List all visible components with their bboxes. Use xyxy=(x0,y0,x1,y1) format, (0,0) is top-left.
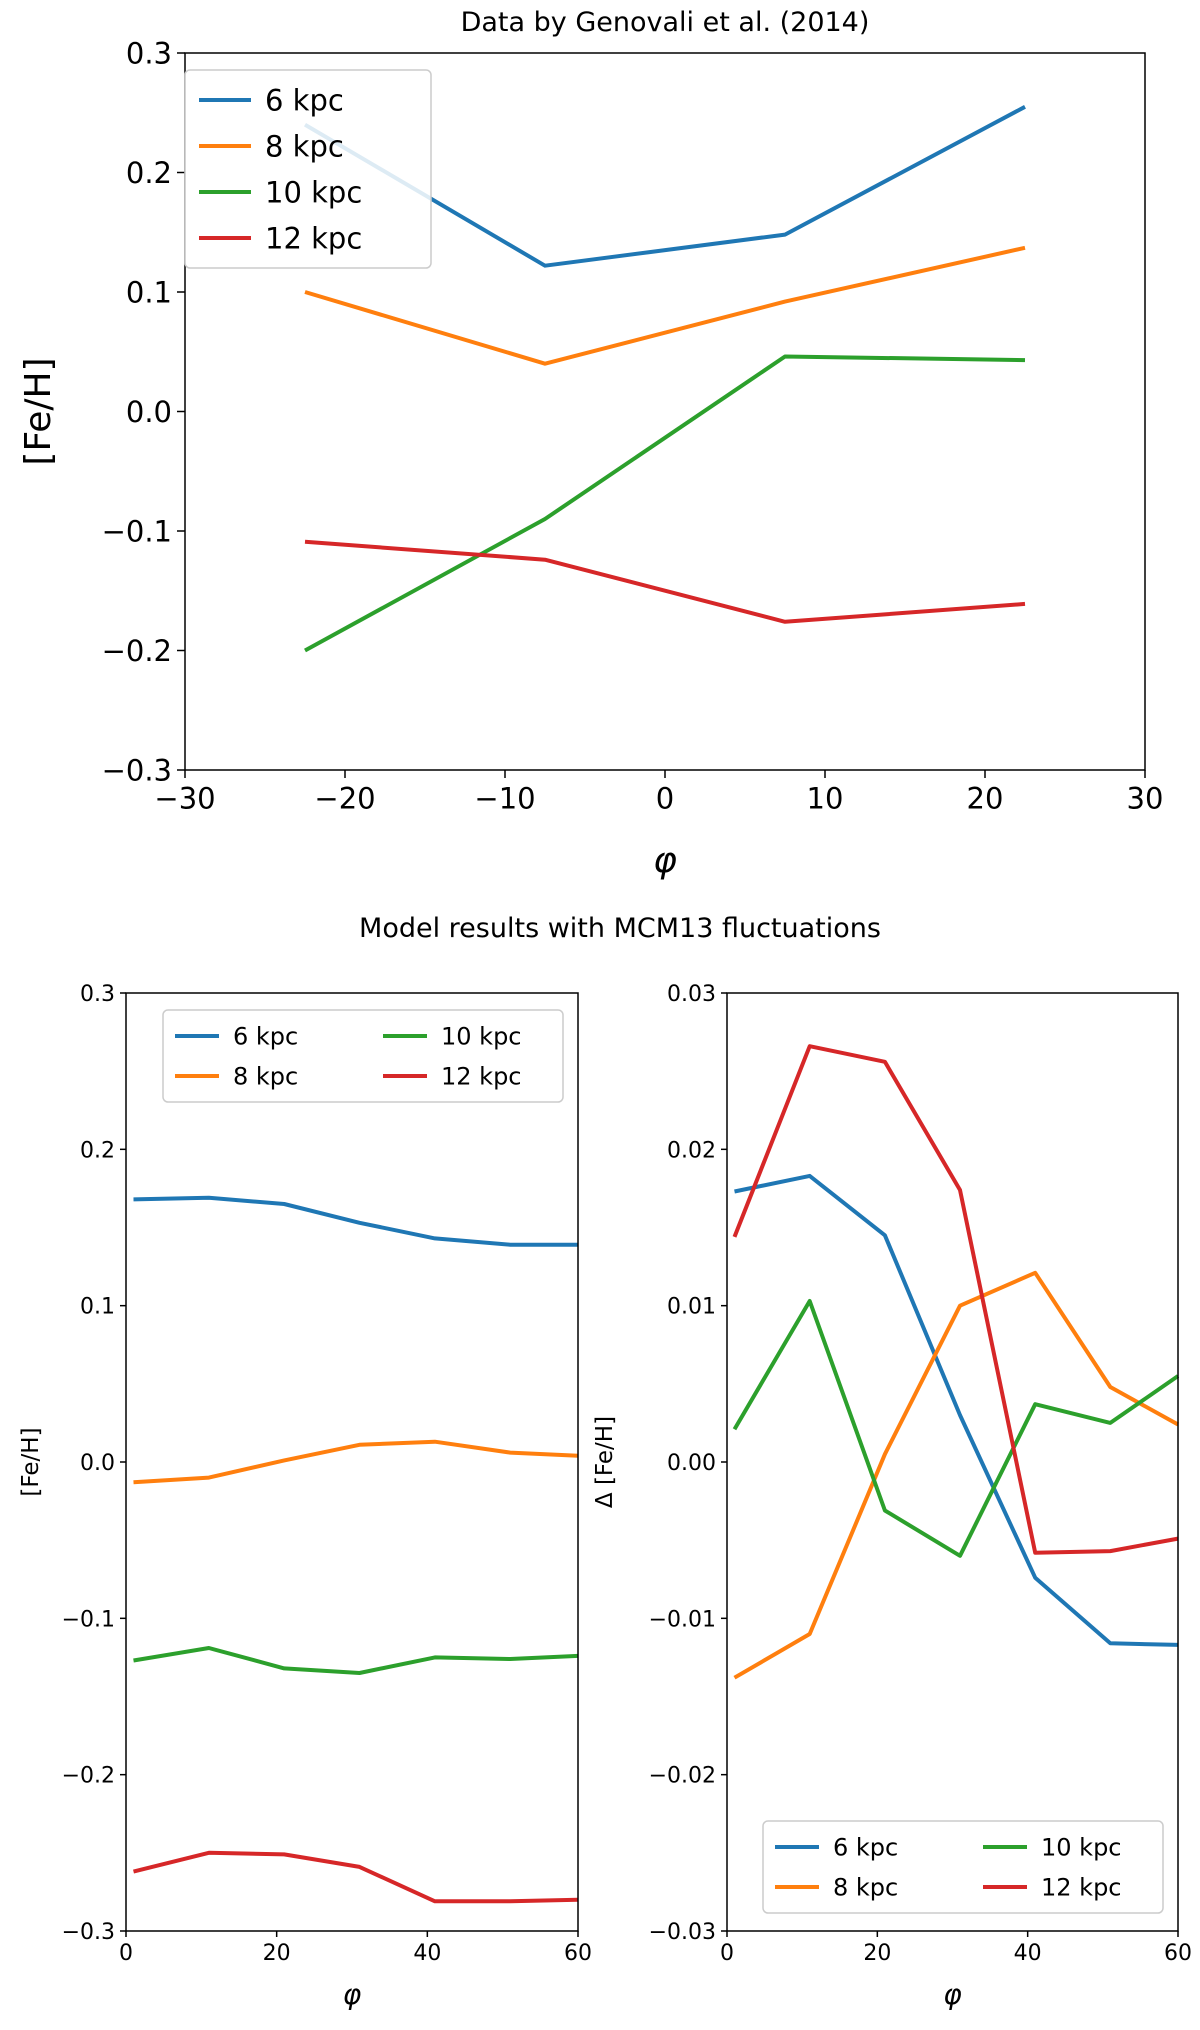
legend-label: 6 kpc xyxy=(233,1023,298,1051)
y-tick-label: 0.1 xyxy=(126,275,172,309)
y-tick-label: 0.02 xyxy=(667,1138,716,1163)
legend-item-6-kpc: 6 kpc xyxy=(199,83,344,117)
legend-item-8-kpc: 8 kpc xyxy=(775,1874,898,1902)
x-tick-label: 0 xyxy=(119,1941,133,1966)
x-axis-label: φ xyxy=(343,1978,362,2011)
legend-item-10-kpc: 10 kpc xyxy=(383,1023,522,1051)
chart-model-feh: 0 20 40 60 −0.3 −0.2 −0.1 0.0 0.1 0.2 0.3 φ [Fe/H] 6 … xyxy=(18,982,592,2011)
legend-item-8-kpc: 8 kpc xyxy=(175,1063,298,1091)
series-line-10-kpc xyxy=(133,1646,579,1675)
legend-label: 10 kpc xyxy=(1041,1834,1122,1862)
y-axis-label: Δ [Fe/H] xyxy=(592,1416,618,1508)
x-tick-label: −30 xyxy=(154,781,215,815)
legend-label: 6 kpc xyxy=(265,83,344,117)
x-axis-label: φ xyxy=(943,1978,962,2011)
figure-title: Model results with MCM13 fluctuations xyxy=(359,913,881,944)
x-axis-label: φ xyxy=(653,840,677,881)
series-line-12-kpc xyxy=(732,1044,1179,1555)
y-tick-label: −0.1 xyxy=(62,1607,115,1632)
x-tick-label: 60 xyxy=(1164,1941,1192,1966)
legend-label: 8 kpc xyxy=(833,1874,898,1902)
y-tick-label: 0.2 xyxy=(80,1138,115,1163)
legend-box xyxy=(162,1009,564,1103)
y-tick-label: 0.2 xyxy=(126,156,172,190)
x-tick-label: 10 xyxy=(807,781,844,815)
y-tick-label: 0.00 xyxy=(667,1451,716,1476)
x-tick-label: 20 xyxy=(263,1941,291,1966)
legend: 6 kpc 8 kpc 10 kpc 12 kpc xyxy=(184,69,432,269)
y-tick-label: 0.0 xyxy=(80,1451,115,1476)
series-line-6-kpc xyxy=(133,1195,578,1247)
legend-item-12-kpc: 12 kpc xyxy=(199,221,362,255)
y-axis-label: [Fe/H] xyxy=(18,1427,44,1496)
series-line-8-kpc xyxy=(304,245,1026,366)
y-tick-label: 0.1 xyxy=(80,1295,115,1320)
y-tick-label: −0.2 xyxy=(62,1764,115,1789)
chart-model-delta: 0 20 40 60 −0.03 −0.02 −0.01 0.00 0.01 0.02 0.03 φ Δ… xyxy=(592,982,1192,2011)
legend-label: 12 kpc xyxy=(441,1063,522,1091)
x-tick-label: 40 xyxy=(1014,1941,1042,1966)
legend-item-12-kpc: 12 kpc xyxy=(383,1063,522,1091)
x-tick-label: 0 xyxy=(656,781,674,815)
plot-frame xyxy=(125,992,579,1932)
series-line-12-kpc xyxy=(304,539,1026,624)
plot-frame xyxy=(726,992,1179,1932)
y-tick-label: −0.03 xyxy=(649,1920,716,1945)
series-line-10-kpc xyxy=(304,354,1026,653)
y-tick-label: −0.01 xyxy=(649,1607,716,1632)
legend-item-6-kpc: 6 kpc xyxy=(175,1023,298,1051)
legend-label: 8 kpc xyxy=(233,1063,298,1091)
legend-label: 10 kpc xyxy=(441,1023,522,1051)
y-tick-label: −0.1 xyxy=(102,514,172,548)
x-tick-label: 40 xyxy=(413,1941,441,1966)
legend-item-10-kpc: 10 kpc xyxy=(199,175,362,209)
legend-box xyxy=(184,69,432,269)
y-tick-label: 0.3 xyxy=(126,36,172,70)
legend-item-10-kpc: 10 kpc xyxy=(983,1834,1122,1862)
x-tick-label: 30 xyxy=(1127,781,1164,815)
legend-label: 8 kpc xyxy=(265,129,344,163)
legend-item-12-kpc: 12 kpc xyxy=(983,1874,1122,1902)
legend-label: 6 kpc xyxy=(833,1834,898,1862)
y-tick-label: −0.2 xyxy=(102,634,172,668)
chart-title: Data by Genovali et al. (2014) xyxy=(461,7,870,38)
y-tick-label: 0.0 xyxy=(126,395,172,429)
y-tick-label: −0.3 xyxy=(62,1920,115,1945)
y-tick-label: −0.02 xyxy=(649,1764,716,1789)
legend-box xyxy=(762,1820,1164,1914)
y-tick-label: 0.3 xyxy=(80,982,115,1007)
legend-item-6-kpc: 6 kpc xyxy=(775,1834,898,1862)
legend: 6 kpc 8 kpc 10 kpc 12 kpc xyxy=(162,1009,564,1103)
series-line-8-kpc xyxy=(133,1439,579,1485)
series-line-6-kpc xyxy=(734,1173,1179,1647)
legend-label: 12 kpc xyxy=(265,221,362,255)
x-tick-label: −20 xyxy=(314,781,375,815)
series-line-8-kpc xyxy=(733,1270,1179,1680)
legend-label: 12 kpc xyxy=(1041,1874,1122,1902)
y-tick-label: 0.03 xyxy=(667,982,716,1007)
chart-genovali: Data by Genovali et al. (2014) −30 −20 −10 0… xyxy=(18,7,1163,881)
series-line-10-kpc xyxy=(732,1299,1180,1558)
y-tick-label: −0.3 xyxy=(102,753,172,787)
series-line-12-kpc xyxy=(133,1850,579,1904)
x-tick-label: −10 xyxy=(474,781,535,815)
x-tick-label: 20 xyxy=(863,1941,891,1966)
y-tick-label: 0.01 xyxy=(667,1295,716,1320)
y-axis-label: [Fe/H] xyxy=(18,357,59,465)
legend: 6 kpc 8 kpc 10 kpc 12 kpc xyxy=(762,1820,1164,1914)
legend-label: 10 kpc xyxy=(265,175,362,209)
legend-item-8-kpc: 8 kpc xyxy=(199,129,344,163)
x-tick-label: 20 xyxy=(967,781,1004,815)
x-tick-label: 0 xyxy=(720,1941,734,1966)
x-tick-label: 60 xyxy=(564,1941,592,1966)
